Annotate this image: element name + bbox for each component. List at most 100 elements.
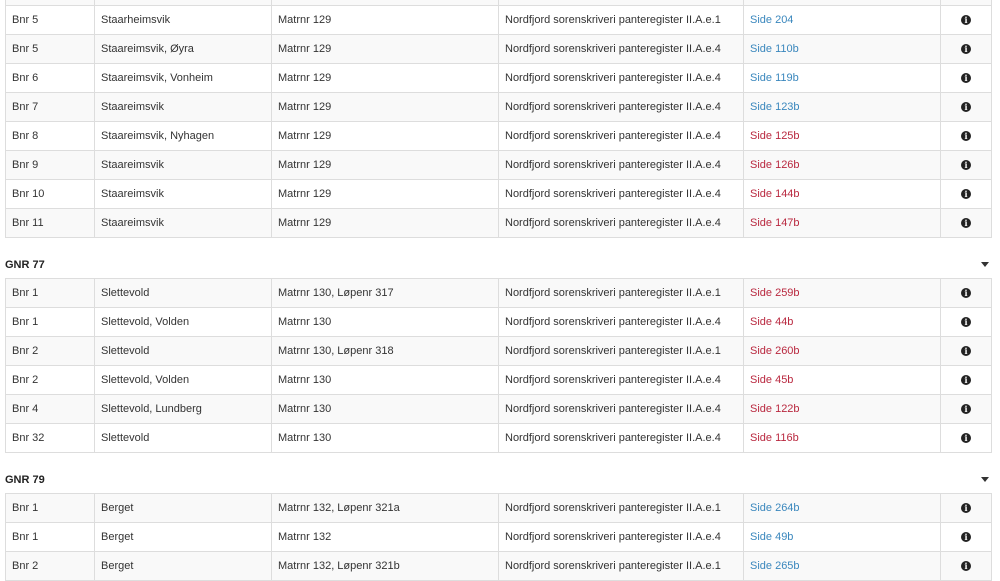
table-row: Bnr 6 Staareimsvik, Vonheim Matrnr 129 N… [5, 63, 992, 93]
page-link[interactable]: Side 119b [750, 72, 799, 84]
name-cell: Staareimsvik [94, 150, 272, 180]
page-link[interactable]: Side 204 [750, 14, 794, 26]
source-cell: Nordfjord sorenskriveri panteregister II… [498, 307, 744, 337]
info-icon[interactable]: i [961, 160, 971, 170]
name-cell: Staareimsvik [94, 179, 272, 209]
info-icon[interactable]: i [961, 346, 971, 356]
page-cell: Side 119b [743, 63, 941, 93]
table-row [5, 0, 992, 6]
chevron-down-icon[interactable] [981, 477, 989, 482]
name-cell: Slettevold, Volden [94, 307, 272, 337]
table-row: Bnr 1 Berget Matrnr 132, Løpenr 321a Nor… [5, 493, 992, 523]
info-icon[interactable]: i [961, 375, 971, 385]
page-link[interactable]: Side 260b [750, 345, 800, 357]
page-link[interactable]: Side 49b [750, 531, 794, 543]
info-icon[interactable]: i [961, 288, 971, 298]
table-row: Bnr 4 Slettevold, Lundberg Matrnr 130 No… [5, 394, 992, 424]
page-link[interactable]: Side 44b [750, 316, 794, 328]
property-table: Bnr 1 Slettevold Matrnr 130, Løpenr 317 … [5, 278, 992, 453]
info-cell: i [940, 522, 992, 552]
matrikkel-cell: Matrnr 129 [271, 92, 499, 122]
info-icon[interactable]: i [961, 218, 971, 228]
bnr-cell: Bnr 1 [5, 493, 95, 523]
name-cell: Slettevold, Volden [94, 365, 272, 395]
page-link[interactable]: Side 110b [750, 43, 799, 55]
page-cell: Side 204 [743, 5, 941, 35]
table-row: Bnr 9 Staareimsvik Matrnr 129 Nordfjord … [5, 150, 992, 180]
source-cell: Nordfjord sorenskriveri panteregister II… [498, 551, 744, 581]
table-row: Bnr 1 Slettevold, Volden Matrnr 130 Nord… [5, 307, 992, 337]
name-cell: Staareimsvik, Nyhagen [94, 121, 272, 151]
info-icon[interactable]: i [961, 15, 971, 25]
page-link[interactable]: Side 144b [750, 188, 800, 200]
table-row: Bnr 32 Slettevold Matrnr 130 Nordfjord s… [5, 423, 992, 453]
table-row: Bnr 2 Berget Matrnr 132, Løpenr 321b Nor… [5, 551, 992, 581]
bnr-cell: Bnr 1 [5, 522, 95, 552]
info-icon[interactable]: i [961, 44, 971, 54]
matrikkel-cell: Matrnr 132, Løpenr 321b [271, 551, 499, 581]
info-icon[interactable]: i [961, 317, 971, 327]
info-icon[interactable]: i [961, 404, 971, 414]
table-row: Bnr 1 Slettevold Matrnr 130, Løpenr 317 … [5, 278, 992, 308]
source-cell: Nordfjord sorenskriveri panteregister II… [498, 522, 744, 552]
info-icon[interactable]: i [961, 532, 971, 542]
name-cell: Staarheimsvik [94, 5, 272, 35]
group-header[interactable]: GNR 79 [5, 453, 991, 493]
source-cell: Nordfjord sorenskriveri panteregister II… [498, 493, 744, 523]
info-icon[interactable]: i [961, 131, 971, 141]
info-icon[interactable]: i [961, 73, 971, 83]
info-cell: i [940, 179, 992, 209]
page-link[interactable]: Side 259b [750, 287, 800, 299]
page-link[interactable]: Side 122b [750, 403, 800, 415]
info-icon[interactable]: i [961, 189, 971, 199]
property-table: Bnr 1 Berget Matrnr 132, Løpenr 321a Nor… [5, 493, 992, 581]
page-link[interactable]: Side 265b [750, 560, 800, 572]
name-cell: Slettevold [94, 423, 272, 453]
matrikkel-cell: Matrnr 130 [271, 307, 499, 337]
page-cell: Side 264b [743, 493, 941, 523]
table-row: Bnr 8 Staareimsvik, Nyhagen Matrnr 129 N… [5, 121, 992, 151]
page-link[interactable]: Side 45b [750, 374, 794, 386]
bnr-cell: Bnr 11 [5, 208, 95, 238]
page-cell: Side 144b [743, 179, 941, 209]
info-cell: i [940, 365, 992, 395]
page-cell: Side 126b [743, 150, 941, 180]
name-cell: Berget [94, 551, 272, 581]
matrikkel-cell: Matrnr 130 [271, 423, 499, 453]
matrikkel-cell: Matrnr 129 [271, 208, 499, 238]
name-cell: Staareimsvik [94, 92, 272, 122]
page-link[interactable]: Side 123b [750, 101, 800, 113]
info-icon[interactable]: i [961, 561, 971, 571]
source-cell: Nordfjord sorenskriveri panteregister II… [498, 63, 744, 93]
table-row: Bnr 5 Staarheimsvik Matrnr 129 Nordfjord… [5, 5, 992, 35]
page-link[interactable]: Side 147b [750, 217, 800, 229]
page-cell: Side 49b [743, 522, 941, 552]
source-cell: Nordfjord sorenskriveri panteregister II… [498, 5, 744, 35]
page-link[interactable]: Side 126b [750, 159, 800, 171]
page-cell: Side 45b [743, 365, 941, 395]
info-icon[interactable]: i [961, 503, 971, 513]
page-cell: Side 110b [743, 34, 941, 64]
page-link[interactable]: Side 125b [750, 130, 800, 142]
chevron-down-icon[interactable] [981, 262, 989, 267]
bnr-cell: Bnr 1 [5, 278, 95, 308]
matrikkel-cell: Matrnr 132, Løpenr 321a [271, 493, 499, 523]
info-icon[interactable]: i [961, 102, 971, 112]
name-cell: Staareimsvik, Øyra [94, 34, 272, 64]
page-link[interactable]: Side 116b [750, 432, 799, 444]
table-row: Bnr 2 Slettevold Matrnr 130, Løpenr 318 … [5, 336, 992, 366]
source-cell: Nordfjord sorenskriveri panteregister II… [498, 179, 744, 209]
matrikkel-cell: Matrnr 130, Løpenr 318 [271, 336, 499, 366]
table-row: Bnr 1 Berget Matrnr 132 Nordfjord sorens… [5, 522, 992, 552]
property-list: Bnr 5 Staarheimsvik Matrnr 129 Nordfjord… [5, 0, 992, 581]
bnr-cell: Bnr 1 [5, 307, 95, 337]
table-row: Bnr 5 Staareimsvik, Øyra Matrnr 129 Nord… [5, 34, 992, 64]
source-cell: Nordfjord sorenskriveri panteregister II… [498, 208, 744, 238]
info-cell: i [940, 121, 992, 151]
info-icon[interactable]: i [961, 433, 971, 443]
page-link[interactable]: Side 264b [750, 502, 800, 514]
group-header[interactable]: GNR 77 [5, 238, 991, 278]
bnr-cell: Bnr 7 [5, 92, 95, 122]
table-row: Bnr 7 Staareimsvik Matrnr 129 Nordfjord … [5, 92, 992, 122]
matrikkel-cell: Matrnr 129 [271, 150, 499, 180]
